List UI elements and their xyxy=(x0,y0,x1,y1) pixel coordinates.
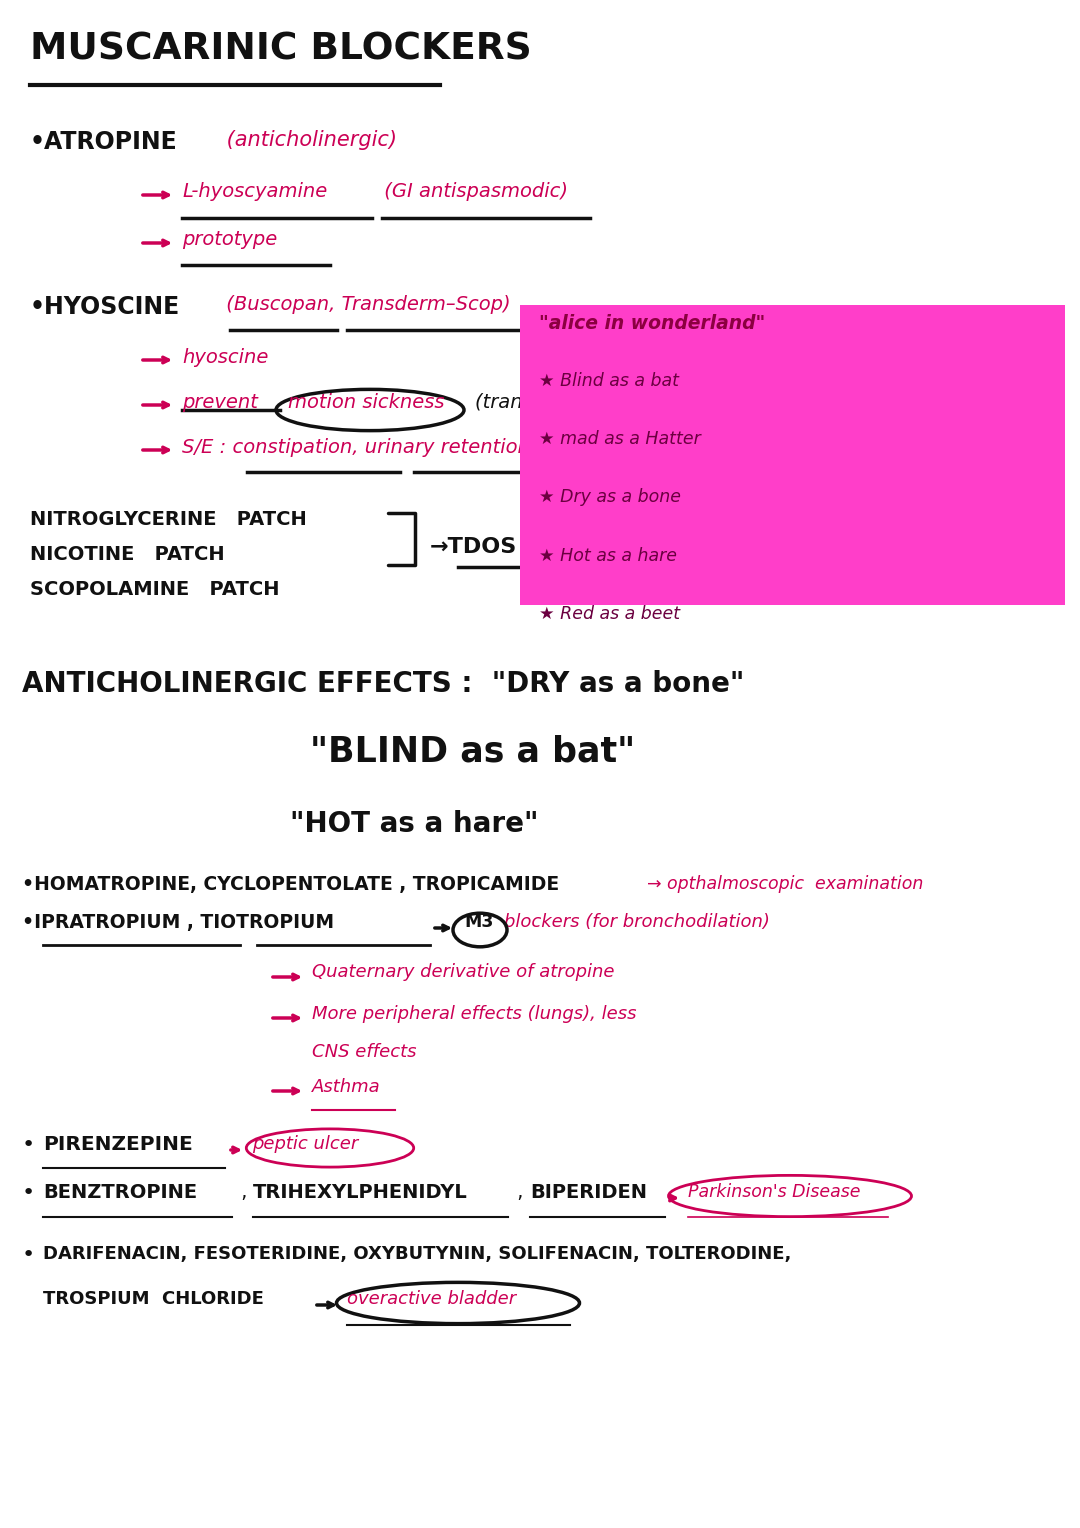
Text: Asthma: Asthma xyxy=(312,1077,380,1096)
Text: •HOMATROPINE, CYCLOPENTOLATE , TROPICAMIDE: •HOMATROPINE, CYCLOPENTOLATE , TROPICAMI… xyxy=(22,876,559,894)
Text: TRIHEXYLPHENIDYL: TRIHEXYLPHENIDYL xyxy=(253,1183,468,1203)
Text: ★ Red as a beet: ★ Red as a beet xyxy=(539,605,680,622)
Text: PIRENZEPINE: PIRENZEPINE xyxy=(43,1135,192,1154)
Text: ★ Dry as a bone: ★ Dry as a bone xyxy=(539,489,681,506)
Text: ,: , xyxy=(511,1183,524,1203)
Text: "HOT as a hare": "HOT as a hare" xyxy=(291,810,539,837)
Text: BENZTROPINE: BENZTROPINE xyxy=(43,1183,198,1203)
Text: NICOTINE   PATCH: NICOTINE PATCH xyxy=(30,545,225,564)
Text: DARIFENACIN, FESOTERIDINE, OXYBUTYNIN, SOLIFENACIN, TOLTERODINE,: DARIFENACIN, FESOTERIDINE, OXYBUTYNIN, S… xyxy=(43,1245,792,1264)
Text: NITROGLYCERINE   PATCH: NITROGLYCERINE PATCH xyxy=(30,510,307,529)
Text: prototype: prototype xyxy=(183,231,278,249)
Text: L-hyoscyamine: L-hyoscyamine xyxy=(183,182,327,202)
Text: peptic ulcer: peptic ulcer xyxy=(252,1135,359,1154)
Text: •ATROPINE: •ATROPINE xyxy=(30,130,178,154)
Text: •: • xyxy=(22,1245,36,1265)
Text: S/E : constipation, urinary retention: S/E : constipation, urinary retention xyxy=(183,439,530,457)
Text: MUSCARINIC BLOCKERS: MUSCARINIC BLOCKERS xyxy=(30,32,531,69)
Text: overactive bladder: overactive bladder xyxy=(347,1290,516,1308)
Text: •: • xyxy=(22,1183,36,1203)
Text: hyoscine: hyoscine xyxy=(183,348,268,367)
Text: "BLIND as a bat": "BLIND as a bat" xyxy=(310,735,635,769)
Text: Parkinson's Disease: Parkinson's Disease xyxy=(688,1183,861,1201)
Text: motion sickness: motion sickness xyxy=(288,393,445,413)
Text: Quaternary derivative of atropine: Quaternary derivative of atropine xyxy=(312,963,615,981)
Text: (anticholinergic): (anticholinergic) xyxy=(220,130,397,150)
Text: •BEQ: •BEQ xyxy=(518,504,579,526)
Text: TROSPIUM  CHLORIDE: TROSPIUM CHLORIDE xyxy=(43,1290,264,1308)
Text: ,: , xyxy=(235,1183,247,1203)
Text: "alice in wonderland": "alice in wonderland" xyxy=(539,315,766,333)
Text: More peripheral effects (lungs), less: More peripheral effects (lungs), less xyxy=(312,1005,636,1024)
Text: SCOPOLAMINE   PATCH: SCOPOLAMINE PATCH xyxy=(30,581,280,599)
Text: •: • xyxy=(22,1135,36,1155)
Text: blockers (for bronchodilation): blockers (for bronchodilation) xyxy=(504,914,770,931)
Text: ★ mad as a Hatter: ★ mad as a Hatter xyxy=(539,431,701,448)
Text: → opthalmoscopic  examination: → opthalmoscopic examination xyxy=(647,876,923,892)
Text: •HYOSCINE: •HYOSCINE xyxy=(30,295,180,319)
Text: M3: M3 xyxy=(464,914,494,931)
Text: •IPRATROPIUM , TIOTROPIUM: •IPRATROPIUM , TIOTROPIUM xyxy=(22,914,334,932)
Text: (Buscopan, Transderm–Scop): (Buscopan, Transderm–Scop) xyxy=(220,295,511,313)
Text: →TDOS: →TDOS xyxy=(430,536,517,558)
Text: CNS effects: CNS effects xyxy=(312,1044,417,1060)
Text: ★ Hot as a hare: ★ Hot as a hare xyxy=(539,547,677,564)
Text: ANTICHOLINERGIC EFFECTS :  "DRY as a bone": ANTICHOLINERGIC EFFECTS : "DRY as a bone… xyxy=(22,669,744,698)
FancyBboxPatch shape xyxy=(519,306,1065,605)
Text: BIPERIDEN: BIPERIDEN xyxy=(530,1183,647,1203)
Text: prevent: prevent xyxy=(183,393,258,413)
Text: ★ Blind as a bat: ★ Blind as a bat xyxy=(539,373,679,390)
Text: (transdermal patch): (transdermal patch) xyxy=(475,393,671,413)
Text: (GI antispasmodic): (GI antispasmodic) xyxy=(378,182,568,202)
